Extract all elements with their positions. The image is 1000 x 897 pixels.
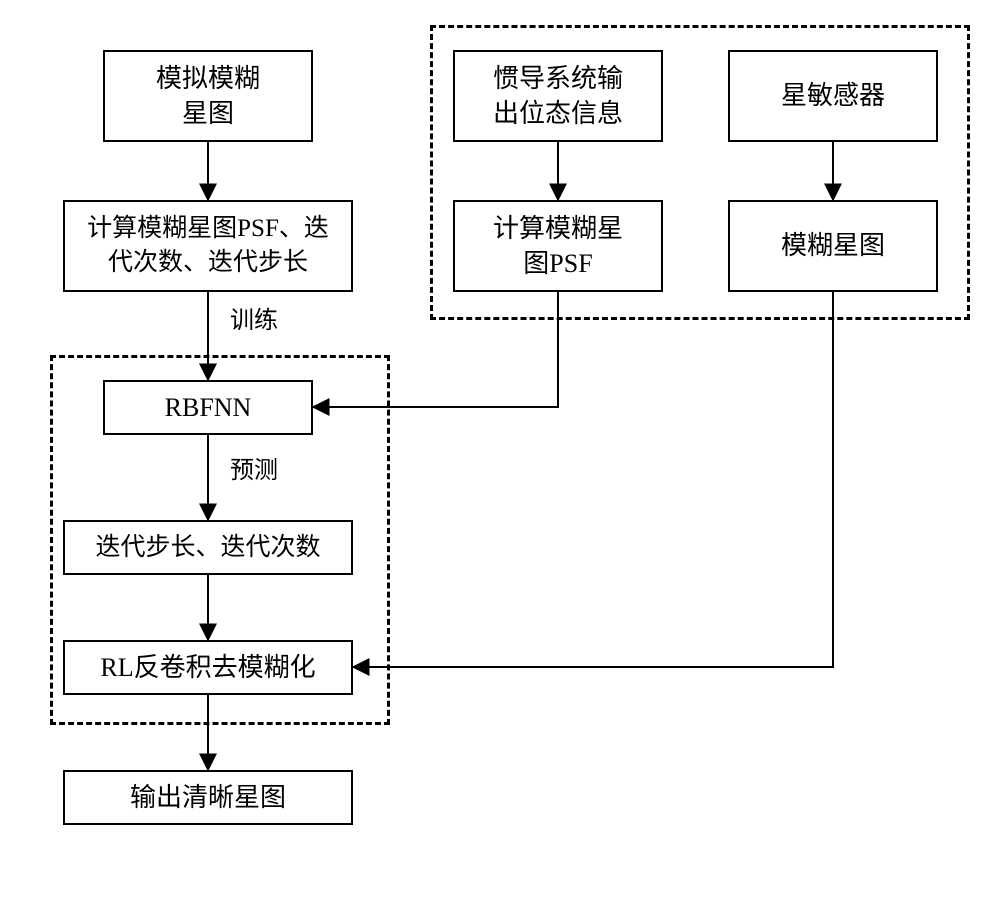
node-sim-blur-star: 模拟模糊星图 — [103, 50, 313, 142]
label-train: 训练 — [230, 300, 278, 335]
node-output-clear: 输出清晰星图 — [63, 770, 353, 825]
node-rl-deconv: RL反卷积去模糊化 — [63, 640, 353, 695]
node-star-sensor: 星敏感器 — [728, 50, 938, 142]
flowchart-canvas: 模拟模糊星图 惯导系统输出位态信息 星敏感器 计算模糊星图PSF、迭代次数、迭代… — [0, 0, 1000, 897]
node-calc-psf: 计算模糊星图PSF — [453, 200, 663, 292]
node-ins-pose: 惯导系统输出位态信息 — [453, 50, 663, 142]
node-rbfnn: RBFNN — [103, 380, 313, 435]
edge-n6-n9 — [353, 292, 833, 667]
node-calc-psf-iter: 计算模糊星图PSF、迭代次数、迭代步长 — [63, 200, 353, 292]
node-iter-step-count: 迭代步长、迭代次数 — [63, 520, 353, 575]
label-predict: 预测 — [230, 450, 278, 485]
node-blur-star: 模糊星图 — [728, 200, 938, 292]
